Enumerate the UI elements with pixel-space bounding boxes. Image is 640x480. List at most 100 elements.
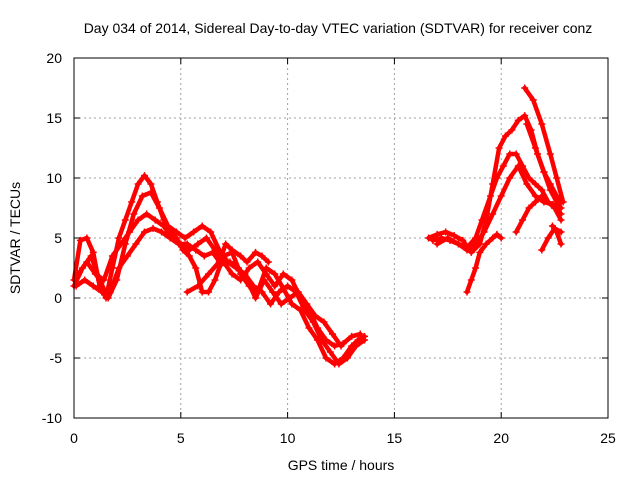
data-point-marker (472, 264, 480, 272)
data-point-marker (277, 300, 285, 308)
data-point-marker (433, 240, 441, 248)
data-point-marker (258, 252, 266, 260)
data-point-marker (181, 234, 189, 242)
data-point-marker (147, 188, 155, 196)
data-point-marker (271, 282, 279, 290)
y-axis-label: SDTVAR / TECUs (7, 182, 23, 294)
data-point-marker (506, 174, 514, 182)
x-tick-label: 10 (280, 430, 296, 446)
data-point-marker (331, 342, 339, 350)
data-point-marker (160, 222, 168, 230)
data-point-marker (275, 288, 283, 296)
data-point-marker (81, 276, 89, 284)
data-point-marker (98, 288, 106, 296)
data-point-marker (185, 252, 193, 260)
data-point-marker (183, 288, 191, 296)
data-point-marker (497, 234, 505, 242)
data-point-marker (467, 248, 475, 256)
data-point-marker (546, 186, 554, 194)
data-point-marker (243, 276, 251, 284)
data-point-marker (523, 180, 531, 188)
y-tick-label: 15 (46, 110, 62, 126)
series-line (522, 85, 566, 205)
data-point-marker (115, 234, 123, 242)
data-point-marker (531, 192, 539, 200)
data-point-marker (305, 324, 313, 332)
data-point-marker (425, 234, 433, 242)
data-point-marker (262, 270, 270, 278)
data-point-marker (497, 192, 505, 200)
series-s5 (183, 240, 272, 296)
series-s14 (548, 222, 565, 248)
data-point-marker (198, 288, 206, 296)
data-point-marker (83, 234, 91, 242)
series-line (513, 193, 564, 235)
data-point-marker (559, 198, 567, 206)
data-point-marker (551, 204, 559, 212)
data-point-marker (553, 228, 561, 236)
data-point-marker (237, 276, 245, 284)
data-point-marker (91, 270, 99, 278)
data-point-marker (553, 174, 561, 182)
data-point-marker (531, 198, 539, 206)
data-point-marker (540, 168, 548, 176)
data-point-marker (226, 258, 234, 266)
data-point-marker (294, 288, 302, 296)
data-point-marker (478, 216, 486, 224)
data-point-marker (192, 264, 200, 272)
data-point-marker (87, 252, 95, 260)
data-point-marker (348, 332, 356, 340)
data-point-marker (194, 282, 202, 290)
data-point-marker (322, 336, 330, 344)
data-point-marker (288, 300, 296, 308)
data-point-marker (89, 282, 97, 290)
data-point-marker (514, 116, 522, 124)
data-point-marker (489, 210, 497, 218)
data-point-marker (140, 172, 148, 180)
data-point-marker (123, 252, 131, 260)
data-point-marker (115, 264, 123, 272)
data-point-marker (234, 264, 242, 272)
data-point-marker (130, 210, 138, 218)
data-point-marker (252, 248, 260, 256)
data-point-marker (553, 198, 561, 206)
data-point-marker (538, 246, 546, 254)
data-point-marker (506, 150, 514, 158)
data-point-marker (529, 96, 537, 104)
data-point-marker (314, 324, 322, 332)
data-point-marker (544, 198, 552, 206)
data-point-marker (544, 234, 552, 242)
data-point-marker (134, 180, 142, 188)
data-series-group (70, 84, 567, 368)
data-point-marker (472, 240, 480, 248)
data-point-marker (183, 240, 191, 248)
data-point-marker (557, 240, 565, 248)
data-point-marker (459, 236, 467, 244)
data-point-marker (328, 330, 336, 338)
data-point-marker (198, 222, 206, 230)
data-point-marker (284, 282, 292, 290)
data-point-marker (337, 342, 345, 350)
data-point-marker (76, 236, 84, 244)
data-point-marker (352, 342, 360, 350)
data-point-marker (444, 234, 452, 242)
data-point-marker (512, 228, 520, 236)
data-point-marker (495, 144, 503, 152)
data-point-marker (450, 232, 458, 240)
data-point-marker (269, 288, 277, 296)
data-point-marker (158, 228, 166, 236)
data-point-marker (140, 228, 148, 236)
data-point-marker (264, 258, 272, 266)
data-point-marker (476, 248, 484, 256)
x-tick-label: 0 (70, 430, 78, 446)
chart-title: Day 034 of 2014, Sidereal Day-to-day VTE… (84, 20, 593, 36)
data-point-marker (501, 132, 509, 140)
y-tick-label: 0 (54, 290, 62, 306)
data-point-marker (155, 204, 163, 212)
data-point-marker (557, 204, 565, 212)
data-point-marker (121, 216, 129, 224)
data-point-marker (202, 234, 210, 242)
data-point-marker (108, 252, 116, 260)
data-point-marker (320, 318, 328, 326)
